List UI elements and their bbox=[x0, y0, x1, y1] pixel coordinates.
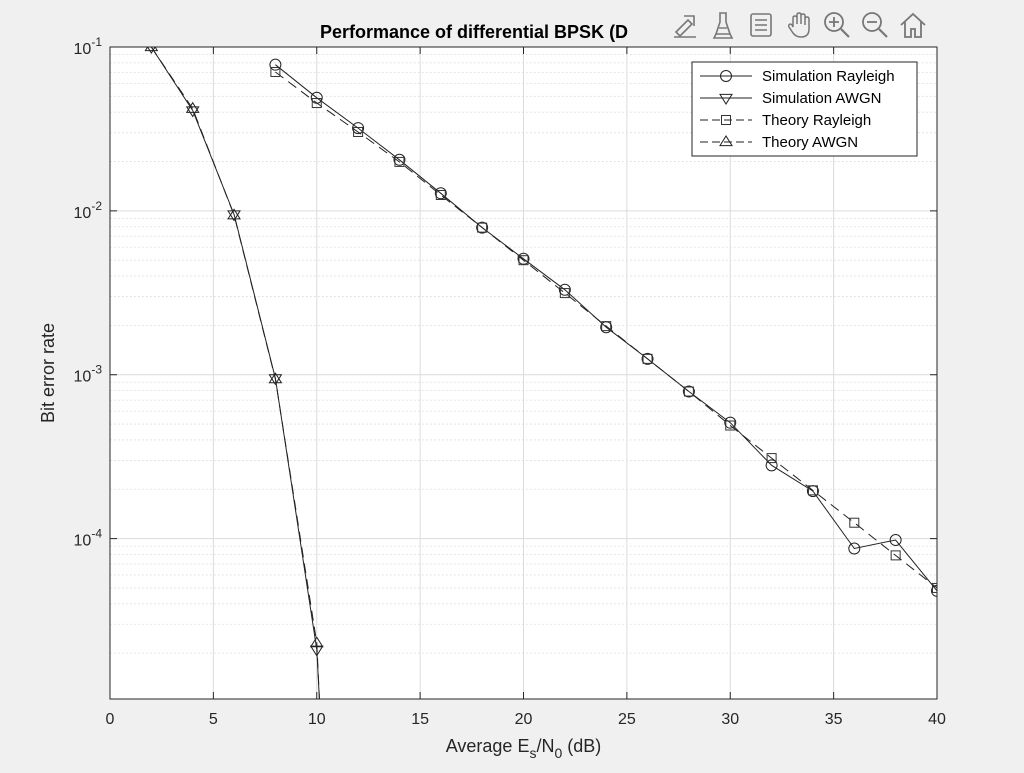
x-tick-label: 15 bbox=[411, 711, 429, 728]
data-point-simulation-rayleigh bbox=[848, 542, 861, 555]
brush-button[interactable] bbox=[706, 8, 740, 42]
zoom-out-button[interactable] bbox=[858, 8, 892, 42]
data-point-simulation-rayleigh bbox=[476, 221, 489, 234]
data-point-theory-awgn bbox=[268, 372, 283, 384]
data-point-simulation-rayleigh bbox=[434, 187, 447, 200]
data-point-simulation-rayleigh bbox=[352, 122, 365, 135]
data-point-theory-rayleigh bbox=[642, 353, 653, 364]
zoom-out-icon bbox=[862, 12, 888, 38]
data-point-simulation-rayleigh bbox=[724, 416, 737, 429]
data-point-theory-rayleigh bbox=[932, 582, 937, 593]
data-point-simulation-rayleigh bbox=[682, 385, 695, 398]
data-point-theory-rayleigh bbox=[435, 189, 446, 200]
legend-marker-simulation-rayleigh bbox=[720, 70, 732, 82]
x-tick-label: 25 bbox=[618, 711, 636, 728]
data-point-theory-rayleigh bbox=[477, 222, 488, 233]
legend-label-simulation-rayleigh: Simulation Rayleigh bbox=[762, 68, 895, 85]
series-line-theory-rayleigh bbox=[275, 71, 937, 589]
x-axis-label: Average Es/N0 (dB) bbox=[446, 736, 602, 761]
legend-box bbox=[691, 61, 918, 157]
zoom-in-button[interactable] bbox=[820, 8, 854, 42]
data-point-simulation-rayleigh bbox=[931, 584, 937, 597]
data-point-theory-rayleigh bbox=[394, 156, 405, 167]
x-tick-label: 40 bbox=[928, 711, 946, 728]
pan-icon bbox=[787, 12, 810, 38]
data-point-simulation-rayleigh bbox=[558, 283, 571, 296]
legend-marker-theory-rayleigh bbox=[721, 115, 731, 125]
data-point-theory-rayleigh bbox=[766, 453, 777, 464]
y-tick-label: 10-2 bbox=[74, 199, 103, 222]
home-button[interactable] bbox=[896, 8, 930, 42]
x-tick-label: 0 bbox=[106, 711, 115, 728]
data-point-simulation-rayleigh bbox=[641, 352, 654, 365]
data-point-theory-rayleigh bbox=[807, 485, 818, 496]
axes-toolbar bbox=[668, 8, 930, 42]
chart-title: Performance of differential BPSK (D bbox=[320, 22, 628, 42]
zoom-in-icon bbox=[824, 12, 850, 38]
y-tick-label: 10-1 bbox=[74, 35, 103, 58]
data-point-simulation-awgn bbox=[227, 210, 241, 222]
legend-label-theory-awgn: Theory AWGN bbox=[762, 134, 858, 151]
data-point-simulation-rayleigh bbox=[393, 153, 406, 166]
home-icon bbox=[900, 12, 926, 38]
datatip-button[interactable] bbox=[744, 8, 778, 42]
legend-marker-theory-awgn bbox=[719, 135, 733, 147]
brush-icon bbox=[712, 12, 734, 39]
data-point-simulation-awgn bbox=[268, 374, 283, 386]
series-theory-awgn bbox=[144, 47, 324, 699]
x-tick-label: 5 bbox=[209, 711, 218, 728]
data-point-theory-awgn bbox=[185, 101, 200, 113]
data-point-theory-rayleigh bbox=[559, 288, 570, 299]
y-tick-label: 10-4 bbox=[74, 527, 103, 550]
series-simulation-rayleigh bbox=[269, 58, 937, 597]
series-line-simulation-rayleigh bbox=[275, 64, 937, 592]
export-icon bbox=[674, 15, 696, 38]
x-tick-label: 20 bbox=[515, 711, 533, 728]
pan-button[interactable] bbox=[782, 8, 816, 42]
data-point-theory-rayleigh bbox=[311, 98, 322, 109]
data-point-simulation-awgn bbox=[147, 47, 156, 54]
x-tick-label: 35 bbox=[825, 711, 843, 728]
data-point-theory-rayleigh bbox=[890, 550, 901, 561]
plot-series bbox=[144, 47, 937, 699]
data-point-theory-rayleigh bbox=[518, 255, 529, 266]
legend-marker-simulation-awgn bbox=[719, 93, 733, 105]
data-point-theory-rayleigh bbox=[353, 126, 364, 137]
data-point-theory-rayleigh bbox=[849, 517, 860, 528]
y-axis-label: Bit error rate bbox=[38, 323, 58, 423]
legend: Simulation Rayleigh Simulation AWGN Theory… bbox=[691, 61, 918, 157]
data-point-simulation-rayleigh bbox=[269, 58, 282, 71]
data-point-theory-rayleigh bbox=[683, 386, 694, 397]
data-point-theory-rayleigh bbox=[270, 66, 281, 77]
data-point-simulation-awgn bbox=[185, 106, 200, 118]
data-point-simulation-rayleigh bbox=[889, 534, 902, 547]
x-tick-label: 30 bbox=[721, 711, 739, 728]
datatip-icon bbox=[750, 13, 772, 37]
data-point-theory-awgn bbox=[227, 208, 241, 220]
series-line-theory-awgn bbox=[150, 47, 320, 699]
data-point-theory-rayleigh bbox=[725, 420, 736, 431]
x-tick-label: 10 bbox=[308, 711, 326, 728]
legend-label-theory-rayleigh: Theory Rayleigh bbox=[762, 112, 871, 129]
data-point-simulation-rayleigh bbox=[765, 459, 778, 472]
data-point-theory-rayleigh bbox=[601, 321, 612, 332]
data-point-theory-awgn bbox=[144, 47, 159, 52]
y-tick-label: 10-3 bbox=[74, 363, 103, 386]
legend-label-simulation-awgn: Simulation AWGN bbox=[762, 90, 881, 107]
series-theory-rayleigh bbox=[270, 66, 937, 593]
data-point-theory-awgn bbox=[309, 636, 324, 648]
export-button[interactable] bbox=[668, 8, 702, 42]
